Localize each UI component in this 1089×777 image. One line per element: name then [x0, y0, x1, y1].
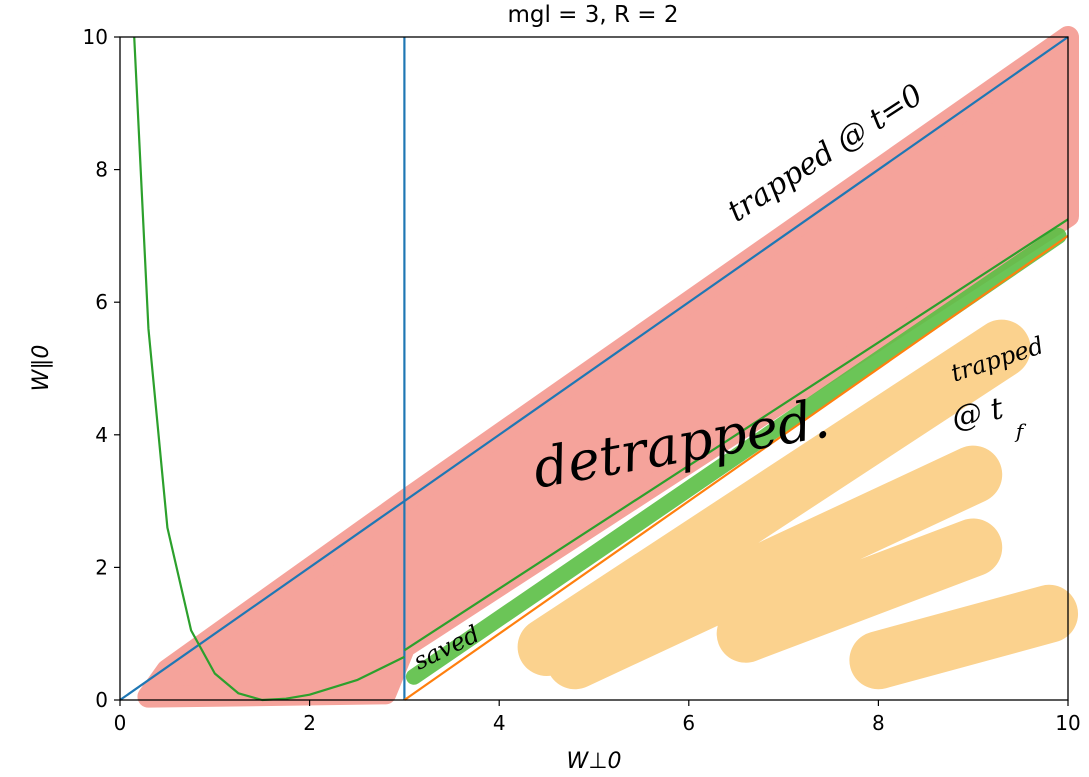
x-tick-label: 6 [682, 711, 695, 735]
y-tick-label: 6 [95, 290, 108, 314]
y-tick-label: 2 [95, 555, 108, 579]
x-tick-label: 4 [493, 711, 506, 735]
series-line-2 [403, 234, 1069, 701]
y-tick-label: 10 [83, 25, 108, 49]
highlight-regions [137, 26, 1079, 708]
series-line-0 [119, 36, 1069, 701]
series-line-4 [133, 36, 405, 702]
x-tick-label: 0 [114, 711, 127, 735]
annotation-subscript-f: f [1014, 419, 1027, 443]
data-lines [119, 36, 1069, 702]
x-tick-label: 8 [872, 711, 885, 735]
series-line-3 [403, 218, 1069, 652]
x-tick-label: 2 [303, 711, 316, 735]
trapped-final-region [517, 319, 1079, 690]
plot-frame [119, 36, 1069, 701]
x-axis-title: W⊥0 [567, 749, 622, 774]
y-tick-label: 4 [95, 423, 108, 447]
y-tick-label: 8 [95, 158, 108, 182]
y-tick-label: 0 [95, 688, 108, 712]
axis-ticks: 0 2 4 6 8 10 0 2 4 6 8 10 [83, 25, 1081, 735]
x-tick-label: 10 [1055, 711, 1080, 735]
y-axis-title: W∥0 [29, 345, 54, 392]
chart-title: mgl = 3, R = 2 [507, 2, 678, 28]
saved-region [405, 227, 1067, 685]
